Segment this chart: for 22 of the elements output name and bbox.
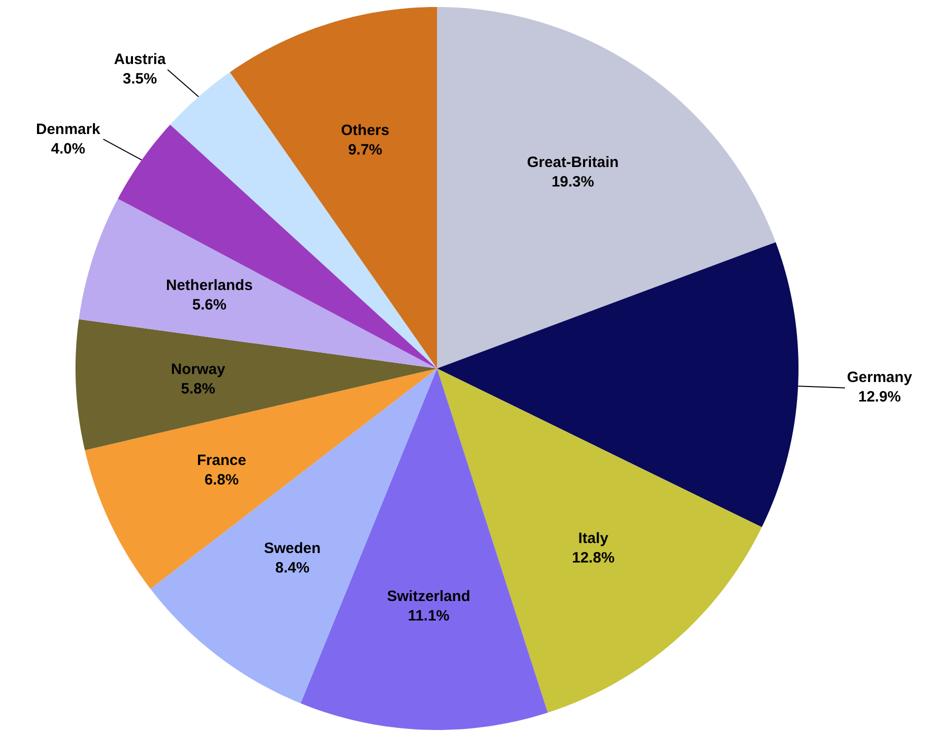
data-label: 12.9%: [858, 388, 901, 406]
data-label: 9.7%: [348, 142, 382, 158]
slice-label: Denmark: [36, 121, 101, 138]
slice-label: Norway: [171, 361, 226, 378]
data-label: 3.5%: [122, 70, 157, 88]
slice-label: Netherlands: [166, 277, 253, 294]
data-label: 4.0%: [51, 140, 86, 158]
data-label: 5.8%: [180, 380, 216, 398]
slice-label: Germany: [847, 369, 913, 386]
slice-label: Great-Britain: [527, 154, 619, 171]
data-label: 11.1%: [408, 608, 450, 624]
slice-label: Others: [341, 122, 390, 139]
data-label: 19.3%: [552, 174, 594, 190]
data-label: 6.8%: [204, 472, 239, 488]
data-label: 5.6%: [192, 296, 226, 314]
slice-label: Sweden: [264, 540, 321, 557]
data-label: 8.4%: [275, 560, 310, 576]
slice-label: Switzerland: [387, 588, 470, 605]
slice-label: Italy: [578, 530, 609, 547]
slice-label: Austria: [114, 51, 166, 68]
slice-label: France: [197, 452, 246, 469]
data-label: 12.8%: [572, 550, 615, 566]
